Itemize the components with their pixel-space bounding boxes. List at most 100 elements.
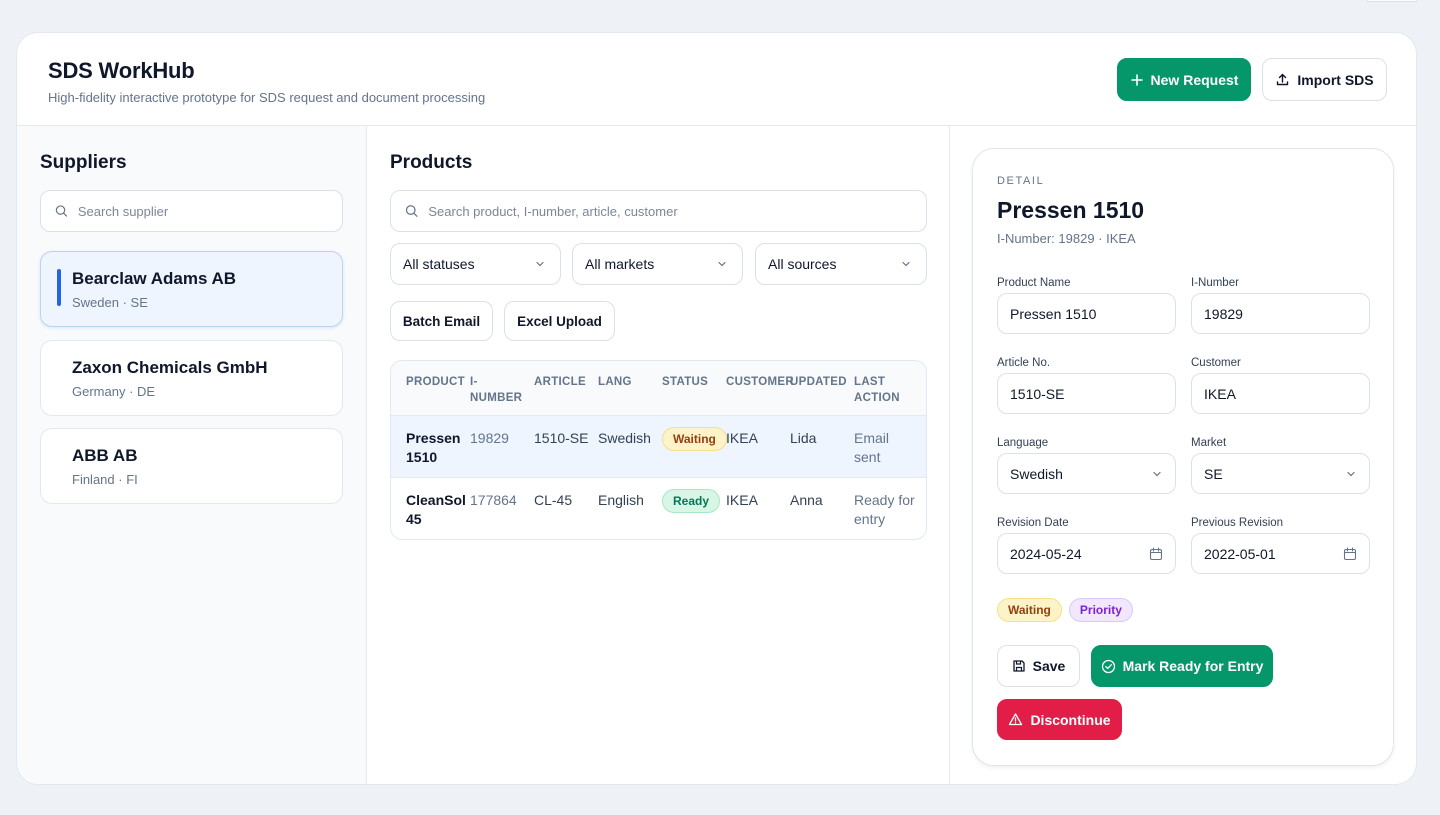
cell-article: CL-45 <box>534 492 573 508</box>
supplier-search-input[interactable] <box>77 203 342 219</box>
window-control-fragment <box>1366 0 1418 2</box>
status-badge: Waiting <box>662 427 727 451</box>
warning-icon <box>1009 713 1023 726</box>
mark-ready-label: Mark Ready for Entry <box>1122 658 1264 674</box>
revision-date-field[interactable]: 2024-05-24 <box>997 533 1176 574</box>
cell-article: 1510-SE <box>534 430 589 446</box>
product-name-input[interactable] <box>1010 305 1163 322</box>
discontinue-button[interactable]: Discontinue <box>997 699 1122 740</box>
customer-field[interactable] <box>1191 373 1370 414</box>
new-request-button[interactable]: New Request <box>1117 58 1251 101</box>
customer-input[interactable] <box>1204 385 1357 402</box>
batch-email-button[interactable]: Batch Email <box>390 301 493 341</box>
products-panel: Products All statuses All markets All so… <box>367 126 950 784</box>
market-filter-value: All markets <box>585 256 655 272</box>
detail-title: Pressen 1510 <box>997 197 1145 223</box>
customer-label: Customer <box>1191 357 1241 369</box>
chevron-down-icon <box>718 261 726 267</box>
priority-badge: Priority <box>1068 598 1133 622</box>
market-value: SE <box>1204 465 1223 482</box>
source-filter-select[interactable]: All sources <box>755 243 927 285</box>
inumber-field[interactable] <box>1191 293 1370 334</box>
supplier-meta: Sweden · SE <box>72 295 148 310</box>
suppliers-panel: Suppliers Bearclaw Adams AB Sweden · SE … <box>17 126 367 784</box>
product-name-label: Product Name <box>997 277 1071 289</box>
active-indicator <box>57 269 61 306</box>
calendar-icon[interactable] <box>1149 546 1163 561</box>
detail-badges: Waiting Priority <box>997 598 1133 622</box>
chevron-down-icon <box>536 261 544 267</box>
status-filter-select[interactable]: All statuses <box>390 243 561 285</box>
excel-upload-button[interactable]: Excel Upload <box>504 301 615 341</box>
cell-last-action: Email sent <box>854 430 890 465</box>
language-select[interactable]: Swedish <box>997 453 1176 494</box>
cell-lang: Swedish <box>598 430 651 446</box>
table-row[interactable]: Pressen 1510 19829 1510-SE Swedish Waiti… <box>391 416 926 478</box>
col-header-product: PRODUCT <box>406 376 465 388</box>
check-circle-icon <box>1101 659 1115 673</box>
cell-inumber: 177864 <box>470 492 517 508</box>
batch-email-label: Batch Email <box>402 313 481 329</box>
calendar-icon[interactable] <box>1343 546 1357 561</box>
supplier-card-abb[interactable]: ABB AB Finland · FI <box>40 428 343 504</box>
article-input[interactable] <box>1010 385 1163 402</box>
app-title: SDS WorkHub <box>48 58 195 83</box>
discontinue-label: Discontinue <box>1030 711 1111 728</box>
revision-date-value: 2024-05-24 <box>1010 545 1082 562</box>
market-select[interactable]: SE <box>1191 453 1370 494</box>
cell-updated: Anna <box>790 492 823 508</box>
cell-customer: IKEA <box>726 492 758 508</box>
products-table: PRODUCT I- NUMBER ARTICLE LANG STATUS CUS… <box>390 360 927 540</box>
supplier-meta: Finland · FI <box>72 472 138 487</box>
chevron-down-icon <box>902 261 910 267</box>
inumber-input[interactable] <box>1204 305 1357 322</box>
language-label: Language <box>997 437 1049 449</box>
mark-ready-button[interactable]: Mark Ready for Entry <box>1091 645 1273 687</box>
col-header-article: ARTICLE <box>534 376 586 388</box>
search-icon <box>405 205 418 217</box>
article-field[interactable] <box>997 373 1176 414</box>
supplier-card-bearclaw[interactable]: Bearclaw Adams AB Sweden · SE <box>40 251 343 327</box>
import-sds-button[interactable]: Import SDS <box>1262 58 1387 101</box>
market-label: Market <box>1191 437 1227 449</box>
cell-updated: Lida <box>790 430 817 446</box>
col-header-updated: UPDATED <box>790 376 847 388</box>
col-header-inumber: I- NUMBER <box>470 376 523 404</box>
cell-product: Pressen 1510 <box>406 430 461 465</box>
product-search[interactable] <box>390 190 927 232</box>
article-label: Article No. <box>997 357 1051 369</box>
market-filter-select[interactable]: All markets <box>572 243 743 285</box>
save-button[interactable]: Save <box>997 645 1080 687</box>
search-icon <box>55 205 68 217</box>
col-header-status: STATUS <box>662 376 709 388</box>
supplier-name: Bearclaw Adams AB <box>72 269 237 288</box>
status-badge: Ready <box>662 489 721 513</box>
table-row[interactable]: CleanSol 45 177864 CL-45 English Ready I… <box>391 478 926 539</box>
status-badge: Waiting <box>997 598 1062 622</box>
source-filter-value: All sources <box>768 256 837 272</box>
suppliers-title: Suppliers <box>40 152 127 173</box>
app-shell: SDS WorkHub High-fidelity interactive pr… <box>16 32 1417 785</box>
detail-subtitle: I-Number: 19829 · IKEA <box>997 231 1136 246</box>
app-subtitle: High-fidelity interactive prototype for … <box>48 90 486 105</box>
detail-card: DETAIL Pressen 1510 I-Number: 19829 · IK… <box>972 148 1394 766</box>
product-search-input[interactable] <box>428 203 926 219</box>
supplier-name: ABB AB <box>72 446 138 465</box>
product-name-field[interactable] <box>997 293 1176 334</box>
revision-date-label: Revision Date <box>997 517 1069 529</box>
previous-revision-field[interactable]: 2022-05-01 <box>1191 533 1370 574</box>
language-value: Swedish <box>1010 465 1063 482</box>
chevron-down-icon <box>1347 471 1355 476</box>
supplier-card-zaxon[interactable]: Zaxon Chemicals GmbH Germany · DE <box>40 340 343 416</box>
cell-status: Ready <box>662 489 721 513</box>
previous-revision-value: 2022-05-01 <box>1204 545 1276 562</box>
plus-icon <box>1130 73 1143 86</box>
save-icon <box>1012 660 1025 672</box>
previous-revision-label: Previous Revision <box>1191 517 1284 529</box>
col-header-customer: CUSTOMER <box>726 376 794 388</box>
new-request-label: New Request <box>1150 71 1239 88</box>
app-header: SDS WorkHub High-fidelity interactive pr… <box>17 33 1416 126</box>
cell-product: CleanSol 45 <box>406 492 466 527</box>
col-header-last-action: LAST ACTION <box>854 376 900 404</box>
supplier-search[interactable] <box>40 190 343 232</box>
